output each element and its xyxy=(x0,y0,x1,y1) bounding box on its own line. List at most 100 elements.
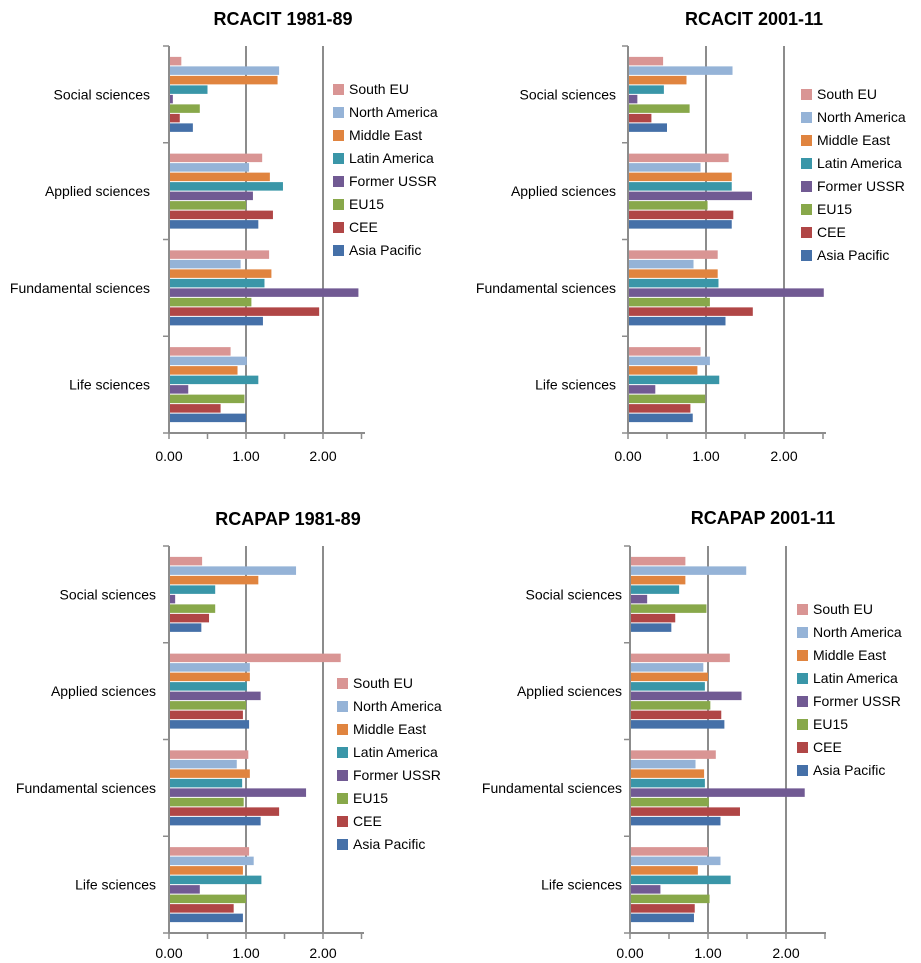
bar-former-ussr-social-sciences xyxy=(169,94,173,104)
bar-middle-east-life-sciences xyxy=(628,366,698,375)
bar-north-america-fundamental-sciences xyxy=(630,759,696,769)
bar-south-eu-life-sciences xyxy=(169,347,231,356)
legend-label: CEE xyxy=(353,813,382,829)
bar-former-ussr-applied-sciences xyxy=(630,691,742,701)
legend-label: EU15 xyxy=(817,201,852,217)
bar-latin-america-social-sciences xyxy=(630,585,680,594)
legend-label: CEE xyxy=(813,739,842,755)
legend-label: North America xyxy=(813,624,902,640)
legend-swatch xyxy=(337,839,348,850)
bar-eu15-applied-sciences xyxy=(628,201,708,210)
bar-former-ussr-social-sciences xyxy=(628,94,638,104)
bar-former-ussr-fundamental-sciences xyxy=(169,288,359,297)
bar-latin-america-social-sciences xyxy=(169,85,208,94)
category-label: Life sciences xyxy=(535,377,616,393)
bar-latin-america-life-sciences xyxy=(169,375,259,385)
legend-swatch xyxy=(801,135,812,146)
legend-label: Asia Pacific xyxy=(813,762,885,778)
bar-middle-east-life-sciences xyxy=(169,866,243,875)
bar-middle-east-social-sciences xyxy=(628,75,687,85)
x-tick-label: 0.00 xyxy=(155,448,182,464)
bar-asia-pacific-fundamental-sciences xyxy=(169,816,261,826)
legend-swatch xyxy=(337,816,348,827)
bar-south-eu-life-sciences xyxy=(630,847,708,856)
bar-middle-east-life-sciences xyxy=(630,866,698,875)
legend-label: EU15 xyxy=(813,716,848,732)
legend-swatch xyxy=(801,181,812,192)
category-label: Life sciences xyxy=(541,877,622,893)
bar-south-eu-fundamental-sciences xyxy=(628,250,718,259)
bar-eu15-social-sciences xyxy=(628,104,690,113)
bar-former-ussr-social-sciences xyxy=(169,594,176,604)
legend-swatch xyxy=(801,227,812,238)
legend-swatch xyxy=(333,222,344,233)
bar-cee-applied-sciences xyxy=(630,710,722,720)
legend-label: CEE xyxy=(349,219,378,235)
bar-eu15-fundamental-sciences xyxy=(630,797,709,807)
legend-swatch xyxy=(801,250,812,261)
bar-south-eu-social-sciences xyxy=(628,56,664,66)
legend-swatch xyxy=(797,719,808,730)
x-tick-label: 1.00 xyxy=(694,945,721,961)
category-label: Social sciences xyxy=(60,586,157,602)
bar-former-ussr-fundamental-sciences xyxy=(628,288,824,297)
bar-south-eu-applied-sciences xyxy=(630,653,730,663)
bar-asia-pacific-fundamental-sciences xyxy=(169,316,263,326)
chart-panel-4: RCAPAP 2001-11 Social sciences Applied sci… xyxy=(482,508,902,961)
bar-north-america-applied-sciences xyxy=(630,663,704,672)
legend-label: Middle East xyxy=(349,127,422,143)
bar-former-ussr-fundamental-sciences xyxy=(630,788,805,797)
legend-swatch xyxy=(797,765,808,776)
bar-asia-pacific-life-sciences xyxy=(628,413,693,423)
chart-panel-2: RCACIT 2001-11 Social sciences Applied sci… xyxy=(476,9,906,464)
legend-swatch xyxy=(333,130,344,141)
bar-cee-social-sciences xyxy=(630,613,676,623)
legend-label: Former USSR xyxy=(813,693,901,709)
bar-eu15-life-sciences xyxy=(169,894,246,904)
legend-label: Former USSR xyxy=(817,178,905,194)
bar-south-eu-social-sciences xyxy=(169,56,182,66)
legend-swatch xyxy=(797,696,808,707)
x-tick-label: 1.00 xyxy=(232,448,259,464)
legend-label: South EU xyxy=(817,86,877,102)
legend-swatch xyxy=(801,204,812,215)
bar-cee-fundamental-sciences xyxy=(169,807,280,816)
legend: South EU North America Middle East Latin Am… xyxy=(797,601,902,778)
bar-latin-america-life-sciences xyxy=(628,375,720,385)
bar-middle-east-social-sciences xyxy=(169,575,259,585)
bar-cee-social-sciences xyxy=(169,113,180,123)
bar-asia-pacific-life-sciences xyxy=(630,913,694,923)
bar-former-ussr-life-sciences xyxy=(169,885,200,894)
bar-cee-fundamental-sciences xyxy=(630,807,740,816)
chart-title: RCACIT 2001-11 xyxy=(685,9,823,29)
bar-cee-fundamental-sciences xyxy=(169,307,320,316)
chart-title: RCAPAP 2001-11 xyxy=(691,508,835,528)
x-tick-label: 2.00 xyxy=(770,448,797,464)
x-tick-label: 1.00 xyxy=(692,448,719,464)
category-label: Applied sciences xyxy=(51,683,156,699)
bar-former-ussr-fundamental-sciences xyxy=(169,788,307,797)
legend-label: Middle East xyxy=(813,647,886,663)
legend-label: Middle East xyxy=(817,132,890,148)
bar-cee-social-sciences xyxy=(628,113,652,123)
bar-former-ussr-applied-sciences xyxy=(169,191,253,201)
bar-latin-america-applied-sciences xyxy=(630,682,705,691)
bar-north-america-fundamental-sciences xyxy=(628,259,694,269)
bar-asia-pacific-social-sciences xyxy=(630,623,672,632)
bar-former-ussr-social-sciences xyxy=(630,594,648,604)
bar-south-eu-applied-sciences xyxy=(628,153,729,163)
bar-eu15-applied-sciences xyxy=(169,201,246,210)
bar-eu15-fundamental-sciences xyxy=(169,797,244,807)
bar-middle-east-applied-sciences xyxy=(169,172,270,182)
category-label: Applied sciences xyxy=(517,683,622,699)
bar-south-eu-applied-sciences xyxy=(169,653,341,663)
bar-north-america-social-sciences xyxy=(169,566,297,575)
legend-swatch xyxy=(333,153,344,164)
bar-cee-applied-sciences xyxy=(628,210,734,220)
x-tick-label: 0.00 xyxy=(614,448,641,464)
bar-cee-applied-sciences xyxy=(169,710,243,720)
legend-label: Latin America xyxy=(813,670,898,686)
category-label: Applied sciences xyxy=(45,183,150,199)
bar-latin-america-applied-sciences xyxy=(169,682,247,691)
bar-middle-east-applied-sciences xyxy=(628,172,732,182)
